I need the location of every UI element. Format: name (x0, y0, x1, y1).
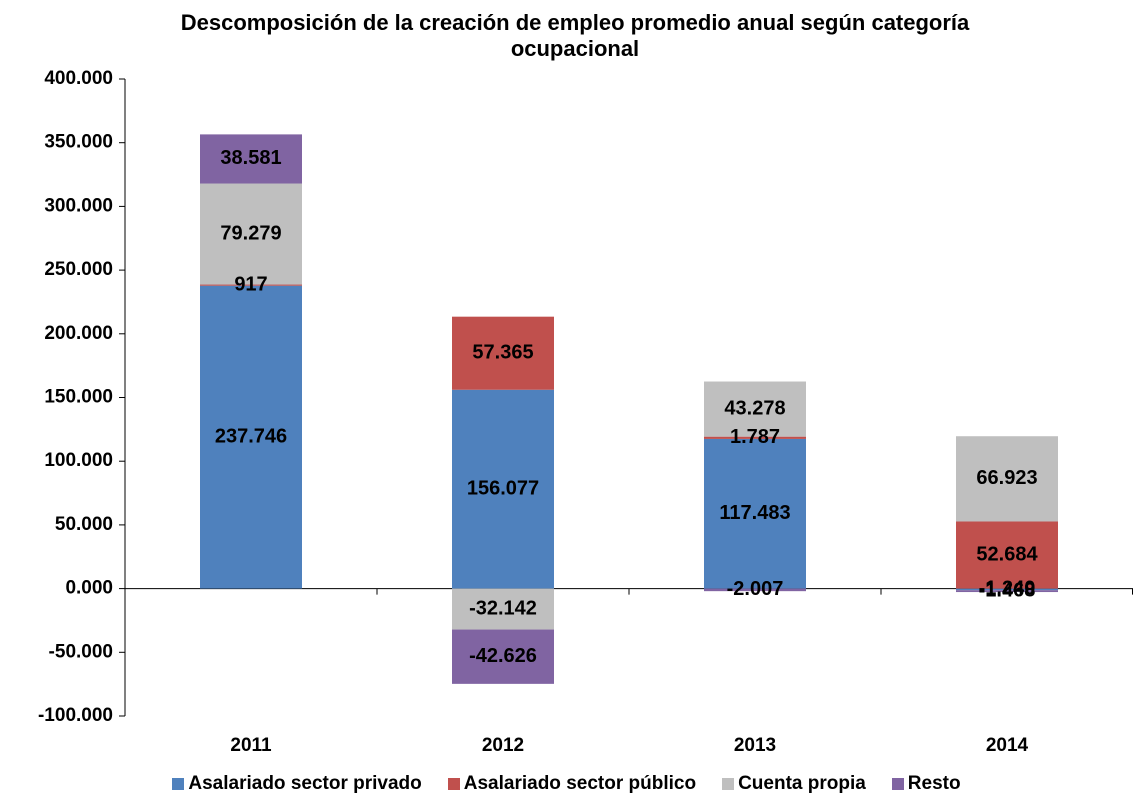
value-label: 79.279 (220, 222, 281, 244)
bar-segment (200, 285, 302, 589)
value-label: -2.007 (727, 578, 784, 600)
value-label: 237.746 (215, 425, 287, 447)
legend-item: Asalariado sector público (447, 773, 697, 795)
y-tick-label: 200.000 (44, 323, 113, 344)
legend-label: Asalariado sector público (463, 773, 697, 794)
value-label: 43.278 (724, 397, 785, 419)
legend-swatch (891, 778, 904, 790)
x-tick-label: 2011 (230, 735, 272, 756)
value-label: 38.581 (220, 147, 281, 169)
x-tick-label: 2012 (482, 735, 524, 756)
x-tick-label: 2014 (986, 735, 1029, 756)
value-label: -32.142 (469, 597, 537, 619)
legend-swatch (447, 778, 460, 790)
chart-title: Descomposición de la creación de empleo … (180, 10, 970, 61)
bar-segment (452, 629, 554, 684)
chart: -100.000 -50.000 0.000 50.000 100.000 150.000… (38, 68, 1133, 756)
y-tick-label: 50.000 (55, 514, 113, 535)
value-label: 1.787 (730, 426, 780, 448)
bar-segment (956, 590, 1058, 593)
legend-swatch (172, 778, 185, 790)
y-tick-label: 350.000 (44, 132, 113, 153)
value-label: -1.468 (979, 579, 1036, 601)
legend-label: Cuenta propia (738, 773, 866, 794)
y-tick-label: 300.000 (44, 195, 113, 216)
legend-item: Resto (891, 773, 961, 795)
value-label: 52.684 (976, 543, 1038, 565)
value-label: 917 (234, 273, 267, 295)
y-tick-label: 100.000 (44, 450, 113, 471)
bar-segment (452, 588, 554, 630)
bar-segment (956, 521, 1058, 589)
legend-swatch (722, 778, 735, 790)
y-tick-label: 400.000 (44, 68, 113, 89)
bar-segment (704, 381, 806, 437)
bar-segment (704, 588, 806, 592)
value-label: 117.483 (719, 502, 790, 524)
bar-segment (956, 436, 1058, 522)
bar-segment (704, 436, 806, 439)
value-label: -1.240 (979, 578, 1036, 600)
legend-item: Cuenta propia (722, 773, 866, 795)
bar-segment (200, 134, 302, 184)
value-label: 66.923 (976, 467, 1037, 489)
legend-label: Resto (907, 773, 961, 794)
bar-segment (200, 284, 302, 286)
bar-segment (200, 183, 302, 285)
y-tick-label: -100.000 (38, 705, 113, 726)
y-tick-label: -50.000 (49, 641, 113, 662)
y-tick-label: 0.000 (65, 578, 113, 599)
y-tick-label: 150.000 (44, 387, 113, 408)
value-label: 156.077 (467, 477, 539, 499)
y-tick-label: 250.000 (44, 259, 113, 280)
legend: Asalariado sector privado Asalariado sect… (0, 773, 1133, 795)
value-label: -42.626 (469, 645, 537, 667)
legend-item: Asalariado sector privado (172, 773, 422, 795)
x-tick-label: 2013 (734, 735, 776, 756)
bar-segment (704, 438, 806, 589)
bar-segment (956, 588, 1058, 591)
bar-segment (452, 389, 554, 589)
bar-segment (452, 316, 554, 390)
value-label: 57.365 (472, 341, 533, 363)
legend-label: Asalariado sector privado (188, 773, 422, 794)
